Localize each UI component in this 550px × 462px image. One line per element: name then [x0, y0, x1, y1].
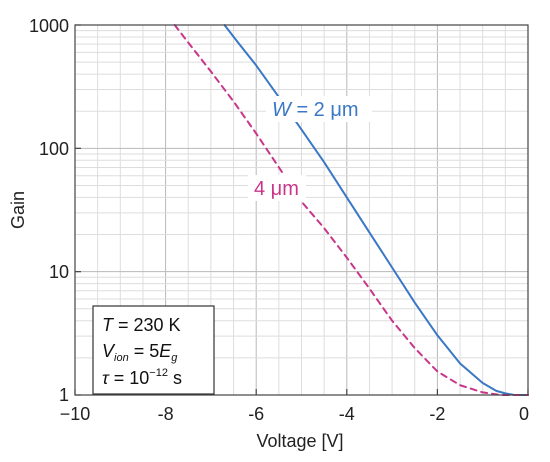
series-label-4um-bg: [248, 175, 306, 201]
y-tick-labels: 1 10 100 1000: [29, 16, 69, 405]
series-label-4um: 4 μm: [248, 175, 306, 201]
grid: [74, 25, 529, 396]
x-tick-label-neg6: -6: [248, 404, 264, 424]
series-label-4um-text: 4 μm: [254, 178, 299, 200]
parameters-box-frame: [92, 305, 215, 395]
series-label-w2-rest: = 2 μm: [291, 99, 359, 121]
param-temperature: T = 230 K: [102, 315, 181, 335]
param-tau: τ = 10−12 s: [102, 367, 182, 388]
y-tick-label-1: 1: [59, 385, 69, 405]
x-axis-label: Voltage [V]: [256, 431, 343, 451]
x-tick-label-neg10: −10: [60, 404, 91, 424]
x-tick-label-0: 0: [519, 404, 529, 424]
x-tick-labels: −10 -8 -6 -4 -2 0: [60, 404, 529, 424]
parameters-box: T = 230 K Vion = 5Eg τ = 10−12 s: [92, 305, 215, 395]
series-label-w2-symbol: W: [272, 99, 293, 121]
x-tick-label-neg4: -4: [339, 404, 355, 424]
series-line-4um: [173, 24, 529, 396]
x-tick-label-neg8: -8: [158, 404, 174, 424]
plot-frame: [74, 24, 529, 396]
series-label-w2-text: W = 2 μm: [272, 99, 359, 121]
series-layer: [173, 24, 529, 396]
series-label-w2-bg: [266, 96, 372, 122]
param-ionization-voltage: Vion = 5Eg: [102, 341, 178, 364]
series-line-w2: [223, 24, 529, 396]
y-axis-label: Gain: [8, 191, 28, 229]
series-label-w2: W = 2 μm: [266, 96, 372, 122]
y-tick-label-1000: 1000: [29, 16, 69, 36]
y-tick-label-10: 10: [49, 262, 69, 282]
y-tick-label-100: 100: [39, 139, 69, 159]
x-tick-label-neg2: -2: [429, 404, 445, 424]
